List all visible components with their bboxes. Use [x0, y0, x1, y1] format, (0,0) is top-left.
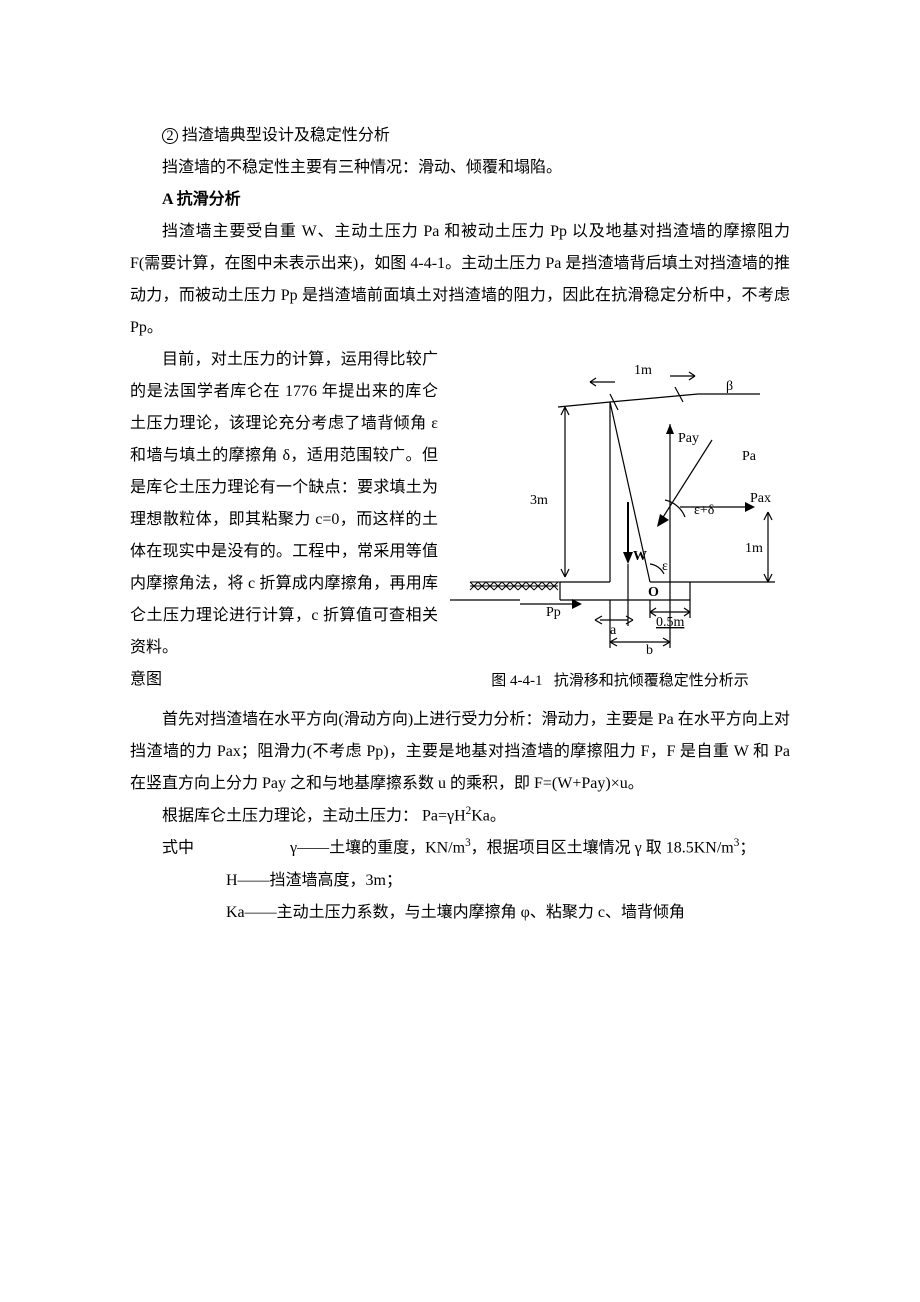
- label-eps-delta: ε+δ: [694, 503, 715, 518]
- caption-title: 抗滑移和抗倾覆稳定性分析示: [554, 673, 749, 689]
- figure-block: 1m β: [450, 352, 790, 696]
- diagram-svg: 1m β: [450, 352, 790, 662]
- label-Pay: Pay: [678, 431, 699, 446]
- label-eps: ε: [662, 559, 668, 574]
- label-a: a: [610, 623, 617, 638]
- label-W: W: [633, 549, 647, 564]
- formula-text-b: Ka。: [471, 807, 506, 824]
- formula-text-a: 根据库仑土压力理论，主动土压力： Pa=γH: [162, 807, 466, 824]
- formula-paragraph: 根据库仑土压力理论，主动土压力： Pa=γH2Ka。: [130, 800, 790, 832]
- def-text-c: ；: [739, 840, 755, 857]
- caption-number: 图 4-4-1: [491, 673, 542, 689]
- paragraph: 挡渣墙主要受自重 W、主动土压力 Pa 和被动土压力 Pp 以及地基对挡渣墙的摩…: [130, 216, 790, 344]
- definition-line: 式中 γ——土壤的重度，KN/m3，根据项目区土壤情况 γ 取 18.5KN/m…: [130, 832, 790, 864]
- label-b: b: [646, 643, 653, 658]
- label-beta: β: [726, 379, 733, 394]
- label-Pp: Pp: [546, 605, 561, 620]
- heading-text: 挡渣墙典型设计及稳定性分析: [178, 127, 390, 144]
- list-number-circled: 2: [162, 128, 178, 144]
- label-3m: 3m: [530, 493, 548, 508]
- label-Pax: Pax: [750, 491, 771, 506]
- label-Pa: Pa: [742, 449, 757, 464]
- paragraph: 首先对挡渣墙在水平方向(滑动方向)上进行受力分析：滑动力，主要是 Pa 在水平方…: [130, 704, 790, 800]
- section-heading: 2 挡渣墙典型设计及稳定性分析: [130, 120, 790, 152]
- definition-line: H——挡渣墙高度，3m；: [130, 865, 790, 897]
- def-text-a: 式中 γ——土壤的重度，KN/m: [162, 840, 465, 857]
- subheading-a: A 抗滑分析: [130, 184, 790, 216]
- definition-line: Ka——主动土压力系数，与土壤内摩擦角 φ、粘聚力 c、墙背倾角: [130, 897, 790, 929]
- label-1m: 1m: [634, 363, 652, 378]
- label-1m-right: 1m: [745, 541, 763, 556]
- paragraph: 挡渣墙的不稳定性主要有三种情况：滑动、倾覆和塌陷。: [130, 152, 790, 184]
- def-text-b: ，根据项目区土壤情况 γ 取 18.5KN/m: [471, 840, 734, 857]
- label-O: O: [648, 585, 659, 600]
- figure-caption: 图 4-4-1 抗滑移和抗倾覆稳定性分析示: [450, 666, 790, 696]
